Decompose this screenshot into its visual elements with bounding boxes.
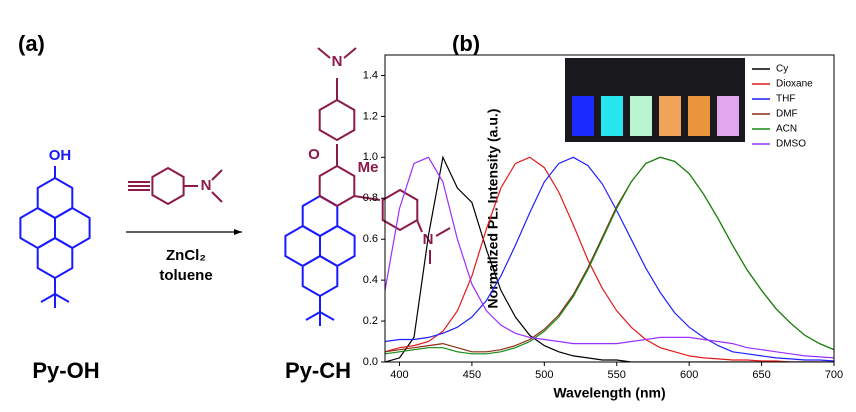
y-tick-label: 1.4 (363, 69, 378, 81)
y-tick-label: 1.2 (363, 110, 378, 122)
series-line (385, 156, 834, 362)
x-tick-label: 550 (608, 369, 626, 381)
legend-label: DMSO (776, 139, 806, 150)
x-tick-label: 600 (680, 369, 698, 381)
series-line (385, 156, 834, 362)
compound-name: Py-CH (285, 358, 351, 383)
bond (40, 293, 56, 303)
condition: toluene (159, 267, 212, 284)
y-tick-label: 0.0 (363, 356, 378, 368)
atom-label: Me (358, 159, 379, 176)
y-tick-label: 0.8 (363, 192, 378, 204)
legend-label: Cy (776, 64, 788, 75)
y-tick-label: 0.6 (363, 233, 378, 245)
bond (54, 293, 70, 303)
atom-label: OH (49, 147, 72, 164)
y-tick-label: 1.0 (363, 151, 378, 163)
panel-label: (a) (18, 31, 45, 56)
axis-title: Wavelength (nm) (553, 385, 665, 401)
x-tick-label: 650 (752, 369, 770, 381)
series-line (385, 155, 834, 362)
panel-label: (b) (452, 31, 480, 56)
bond (319, 311, 335, 321)
ring (151, 166, 185, 206)
legend-label: Dioxane (776, 79, 813, 90)
inset-photo (565, 58, 745, 142)
ring (318, 98, 356, 142)
legend-label: DMF (776, 109, 798, 120)
x-tick-label: 500 (535, 369, 553, 381)
atom-label: N (201, 177, 212, 194)
series-line (385, 156, 834, 359)
series-line (385, 156, 834, 355)
arrow-head (234, 229, 242, 235)
compound-name: Py-OH (32, 358, 99, 383)
bond (416, 219, 423, 233)
legend-label: ACN (776, 124, 797, 135)
ring (301, 194, 339, 238)
ring (301, 254, 339, 298)
ring (381, 188, 419, 232)
bond (211, 191, 223, 203)
y-tick-label: 0.4 (363, 274, 378, 286)
x-tick-label: 700 (825, 369, 843, 381)
bond (435, 227, 451, 237)
bond (305, 311, 321, 321)
legend-label: THF (776, 94, 795, 105)
bond (353, 195, 381, 201)
atom-label: O (308, 146, 320, 163)
x-tick-label: 400 (390, 369, 408, 381)
ring (318, 164, 356, 208)
bond (343, 47, 357, 59)
x-tick-label: 450 (463, 369, 481, 381)
bond (317, 47, 331, 59)
condition: ZnCl₂ (166, 247, 206, 264)
axis-title: Normalized PL. Intensity (a.u.) (485, 109, 501, 309)
atom-label: N (332, 53, 343, 70)
bond (211, 169, 223, 181)
ring (36, 236, 74, 280)
plot-frame (384, 54, 835, 363)
series-line (385, 156, 834, 353)
y-tick-label: 0.2 (363, 315, 378, 327)
ring (36, 176, 74, 220)
